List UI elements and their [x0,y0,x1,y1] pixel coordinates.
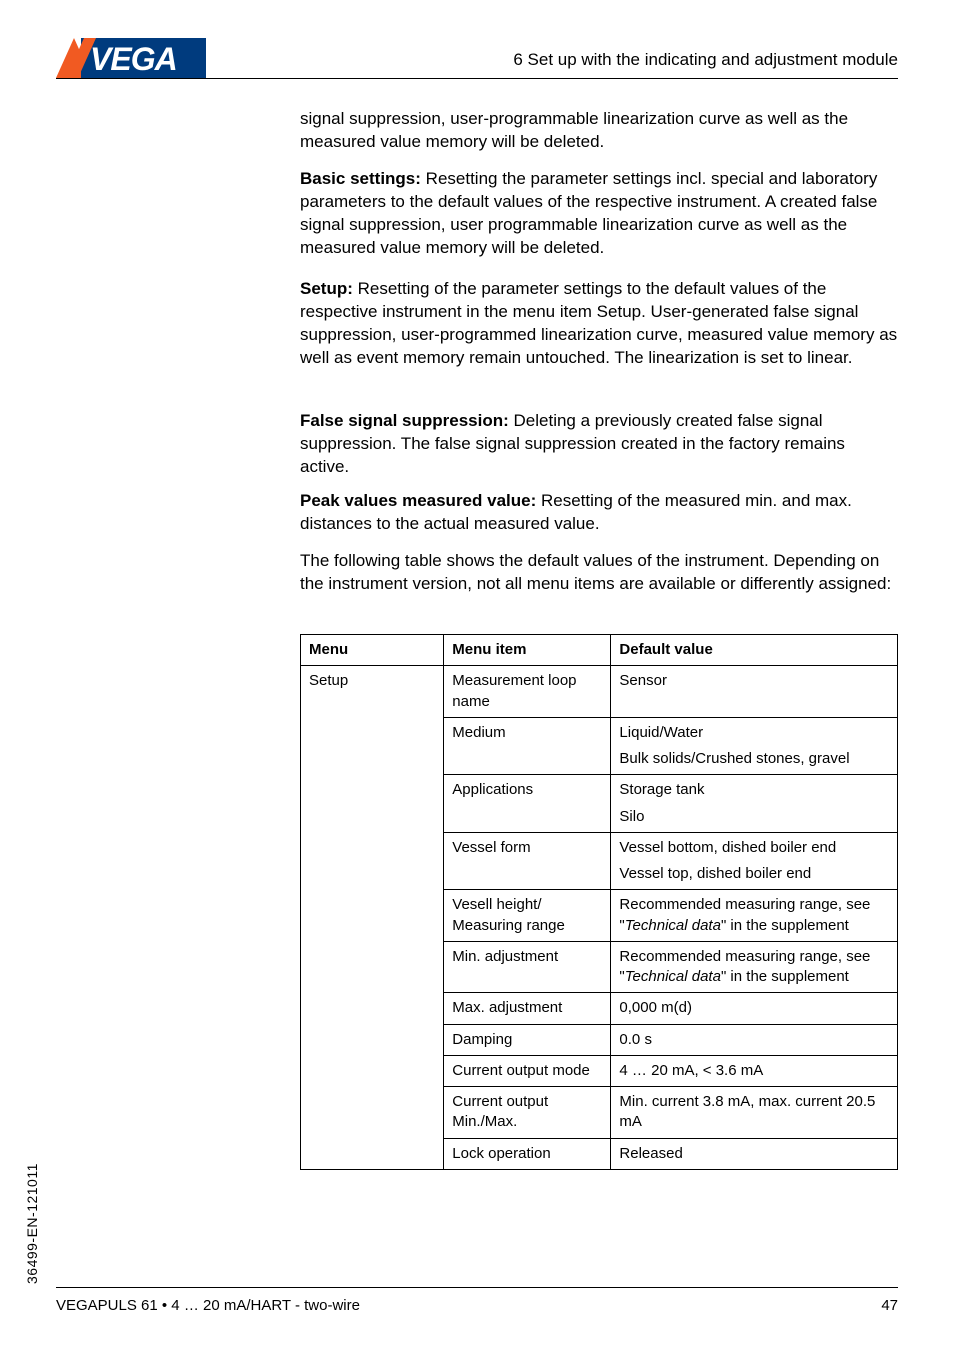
td-value-line: Vessel bottom, dished boiler end [619,838,889,858]
p3-rest: Resetting of the parameter settings to t… [300,279,897,367]
td-value: Recommended measuring range, see "Techni… [611,890,898,942]
td-value-line: Liquid/Water [619,723,889,743]
td-value: 0,000 m(d) [611,993,898,1024]
td-value: Vessel bottom, dished boiler end Vessel … [611,832,898,890]
td-value: Sensor [611,666,898,718]
header-section-title: 6 Set up with the indicating and adjustm… [513,50,898,70]
p2-bold: Basic settings: [300,169,421,188]
td-value-line: Bulk solids/Crushed stones, gravel [619,749,889,769]
td-item: Applications [444,775,611,833]
td-value-line: Vessel top, dished boiler end [619,864,889,884]
td-value: Storage tank Silo [611,775,898,833]
paragraph-5: Peak values measured value: Resetting of… [300,490,898,536]
td-item: Vesell height/ Measuring range [444,890,611,942]
p3-bold: Setup: [300,279,353,298]
td-value: 0.0 s [611,1024,898,1055]
header-rule [56,78,898,79]
p4-bold: False signal suppression: [300,411,509,430]
paragraph-1: signal suppression, user-programmable li… [300,108,898,154]
side-doc-id: 36499-EN-121011 [24,1163,40,1284]
paragraph-6: The following table shows the default va… [300,550,898,596]
td-item: Medium [444,717,611,775]
td-item: Current output Min./Max. [444,1087,611,1139]
td-item: Lock operation [444,1138,611,1169]
td-value: Liquid/Water Bulk solids/Crushed stones,… [611,717,898,775]
td-value-line: Storage tank [619,780,889,800]
td-item: Damping [444,1024,611,1055]
td-value-post: " in the supplement [721,968,849,985]
td-value-italic: Technical data [625,917,721,934]
td-value: Recommended measuring range, see "Techni… [611,941,898,993]
th-default-value: Default value [611,635,898,666]
svg-text:VEGA: VEGA [90,41,177,77]
td-menu-setup: Setup [301,666,444,1170]
td-item: Max. adjustment [444,993,611,1024]
td-value-post: " in the supplement [721,917,849,934]
td-item: Vessel form [444,832,611,890]
td-value-italic: Technical data [625,968,721,985]
td-value-line: Silo [619,807,889,827]
paragraph-2: Basic settings: Resetting the parameter … [300,168,898,260]
footer-page-number: 47 [881,1297,898,1314]
td-value: 4 … 20 mA, < 3.6 mA [611,1055,898,1086]
td-item: Min. adjustment [444,941,611,993]
th-menu: Menu [301,635,444,666]
th-menu-item: Menu item [444,635,611,666]
paragraph-3: Setup: Resetting of the parameter settin… [300,278,898,370]
td-value: Released [611,1138,898,1169]
vega-logo: VEGA [56,38,206,83]
p5-bold: Peak values measured value: [300,491,536,510]
td-item: Measurement loop name [444,666,611,718]
td-item: Current output mode [444,1055,611,1086]
footer-product: VEGAPULS 61 • 4 … 20 mA/HART - two-wire [56,1297,360,1314]
footer-rule [56,1287,898,1288]
paragraph-4: False signal suppression: Deleting a pre… [300,410,898,479]
default-values-table: Menu Menu item Default value Setup Measu… [300,634,898,1170]
td-value: Min. current 3.8 mA, max. current 20.5 m… [611,1087,898,1139]
